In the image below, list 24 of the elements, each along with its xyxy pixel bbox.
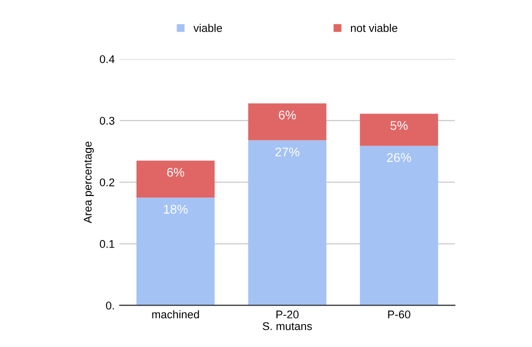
y-tick-label: 0.4 xyxy=(100,55,115,64)
bar xyxy=(248,103,326,140)
data-label: 26% xyxy=(387,153,412,162)
y-tick-label: 0. xyxy=(106,302,114,310)
data-label: 27% xyxy=(275,148,300,156)
x-tick-label: P-60 xyxy=(388,310,410,318)
data-label: 5% xyxy=(390,121,408,130)
y-tick-label: 0.2 xyxy=(100,178,114,186)
y-tick-label: 0.3 xyxy=(100,116,114,125)
bar xyxy=(136,160,215,198)
x-tick-label: machined xyxy=(152,310,199,318)
y-tick-label: 0.1 xyxy=(100,240,114,248)
data-label: 6% xyxy=(278,110,296,120)
legend-label: not viable xyxy=(350,24,398,32)
data-label: 18% xyxy=(164,204,188,214)
data-label: 6% xyxy=(167,168,184,177)
y-axis-title: Area percentage xyxy=(84,142,94,224)
legend-label: viable xyxy=(193,24,222,32)
bar xyxy=(136,198,215,306)
bar xyxy=(360,146,438,306)
x-tick-label: P-20 xyxy=(276,310,299,318)
bar xyxy=(248,140,326,306)
x-axis-title: S. mutans xyxy=(262,322,312,330)
bar xyxy=(360,114,438,146)
